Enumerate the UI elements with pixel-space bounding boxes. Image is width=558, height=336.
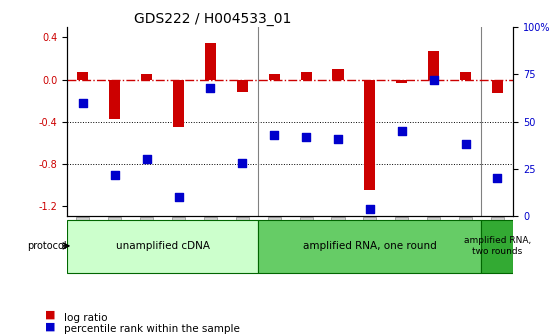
Bar [173,80,184,127]
Text: amplified RNA,
two rounds: amplified RNA, two rounds [464,236,531,256]
Bar [268,74,280,80]
Bar [396,80,407,83]
Text: protocol: protocol [27,241,67,251]
Bar [333,69,344,80]
Text: GDS222 / H004533_01: GDS222 / H004533_01 [134,12,291,26]
Point [493,176,502,181]
Bar [460,72,471,80]
Text: amplified RNA, one round: amplified RNA, one round [303,241,437,251]
Point [206,85,215,90]
Bar [492,80,503,93]
Bar [237,80,248,92]
Point [270,132,278,137]
Point [365,206,374,211]
Text: log ratio: log ratio [64,312,108,323]
Point [397,128,406,134]
FancyBboxPatch shape [482,220,513,272]
Point [238,161,247,166]
Text: ■: ■ [45,309,55,320]
Bar [78,72,89,80]
Point [174,195,183,200]
Bar [109,80,121,120]
Point [110,172,119,177]
Point [142,157,151,162]
Point [429,77,438,83]
Bar [428,51,439,80]
Text: percentile rank within the sample: percentile rank within the sample [64,324,240,334]
FancyBboxPatch shape [258,220,482,272]
Point [461,142,470,147]
Text: unamplified cDNA: unamplified cDNA [116,241,210,251]
FancyBboxPatch shape [67,220,258,272]
Bar [301,72,312,80]
Point [334,136,343,141]
Bar [141,74,152,80]
Bar [364,80,376,190]
Bar [205,43,216,80]
Point [302,134,311,139]
Text: ■: ■ [45,321,55,331]
Point [79,100,88,106]
